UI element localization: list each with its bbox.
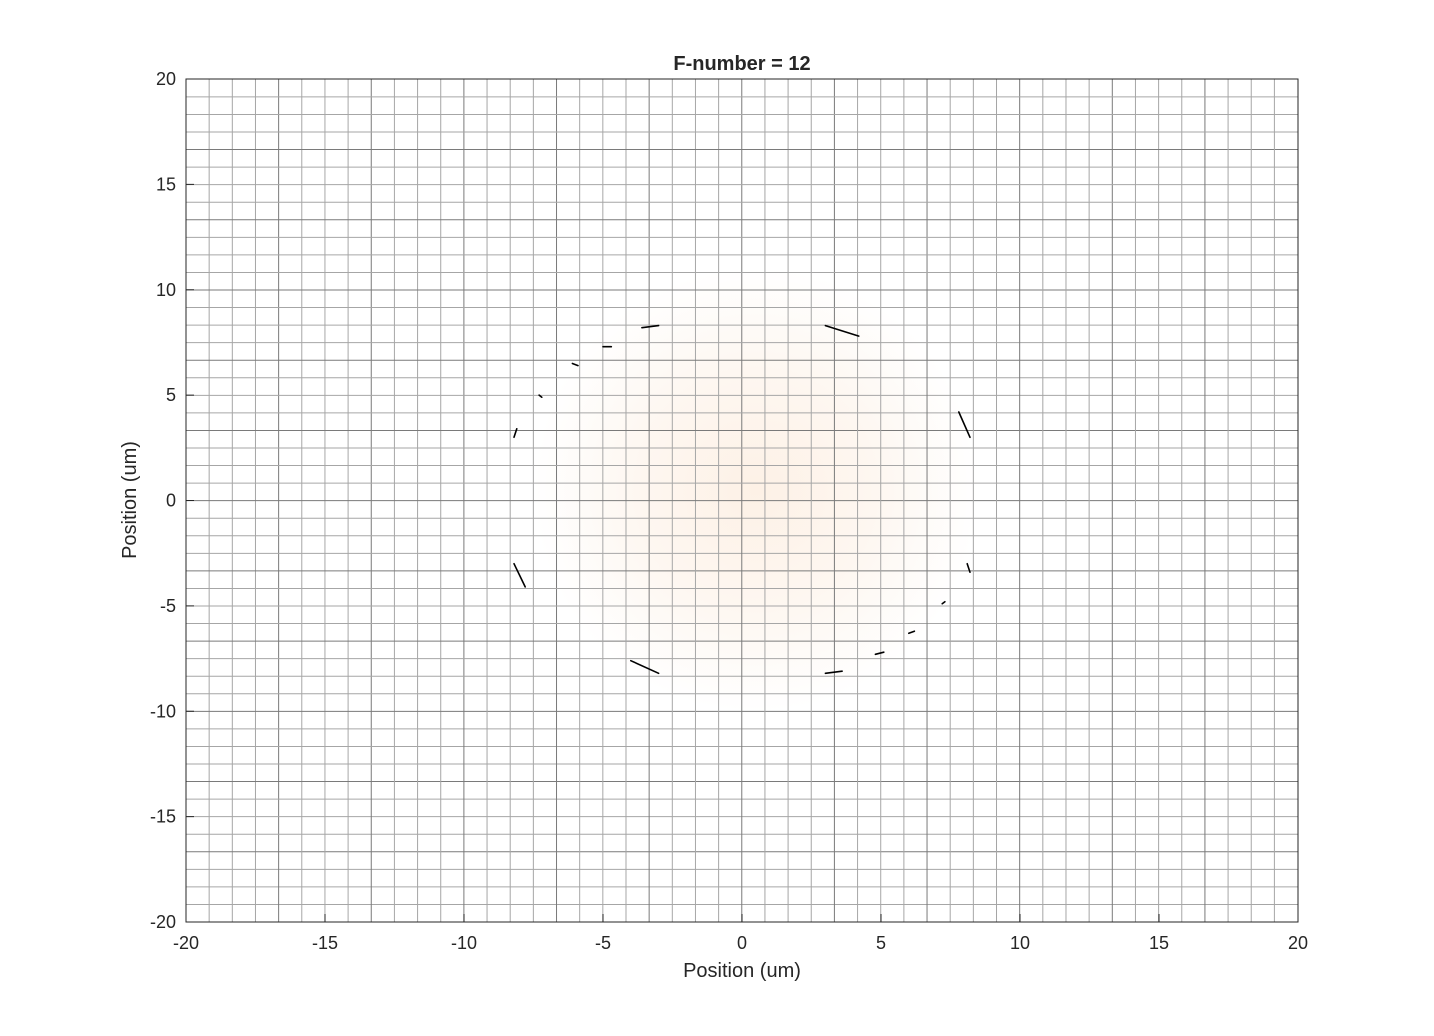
ring-segment	[513, 562, 526, 588]
ring-segment	[824, 670, 843, 675]
x-tick-label: -20	[173, 933, 199, 953]
grid	[186, 79, 1298, 922]
x-axis-label: Position (um)	[683, 960, 801, 982]
y-tick-label: -20	[150, 912, 176, 932]
x-tick-label: -10	[451, 933, 477, 953]
ring-segment	[513, 428, 518, 439]
y-tick-label: 20	[156, 69, 176, 89]
ring-segment	[966, 562, 971, 573]
y-tick-label: 0	[166, 491, 176, 511]
ring-segment	[941, 600, 946, 605]
x-tick-label: 20	[1288, 933, 1308, 953]
x-axis-ticks: -20 -15 -10 -5 0 5 10 15 20	[173, 914, 1308, 953]
ring-segment	[958, 411, 971, 439]
y-tick-label: 5	[166, 385, 176, 405]
x-tick-label: -5	[595, 933, 611, 953]
y-tick-label: -15	[150, 807, 176, 827]
x-tick-label: 15	[1149, 933, 1169, 953]
ring-segment	[571, 362, 579, 367]
intensity-glow	[533, 267, 979, 713]
ring-segment	[538, 394, 543, 398]
x-tick-label: 10	[1010, 933, 1030, 953]
y-axis-label: Position (um)	[119, 441, 141, 559]
ring-segment	[908, 630, 916, 635]
x-tick-label: 0	[737, 933, 747, 953]
y-axis-ticks: -20 -15 -10 -5 0 5 10 15 20	[150, 69, 194, 932]
chart-title: F-number = 12	[673, 53, 810, 75]
y-tick-label: 10	[156, 280, 176, 300]
ring-segment	[874, 651, 885, 656]
y-tick-label: 15	[156, 174, 176, 194]
x-tick-label: 5	[876, 933, 886, 953]
ring-segment	[641, 324, 660, 329]
y-tick-label: -5	[160, 596, 176, 616]
ring-segment	[630, 659, 660, 675]
x-tick-label: -15	[312, 933, 338, 953]
ring-segment	[824, 324, 860, 337]
y-tick-label: -10	[150, 701, 176, 721]
plot-area	[185, 78, 1299, 923]
ring-segments	[513, 324, 971, 675]
